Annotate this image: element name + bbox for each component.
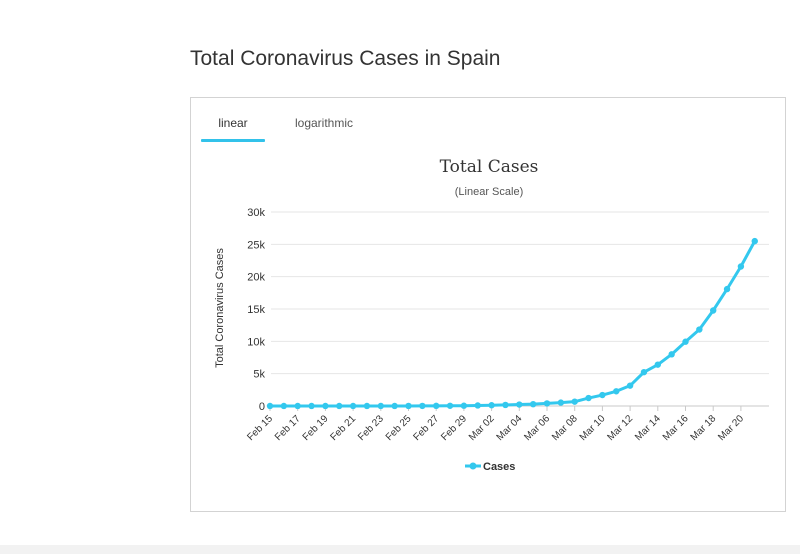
data-point[interactable] [696,326,703,333]
data-point[interactable] [266,402,274,410]
data-point[interactable] [433,402,440,410]
data-point[interactable] [363,402,371,410]
chart-subtitle: (Linear Scale) [455,186,523,198]
y-tick-label: 10k [247,336,265,348]
x-tick-label: Mar 02 [467,413,497,443]
legend-marker-dot [469,462,477,470]
x-tick-label: Feb 21 [328,413,358,443]
y-tick-label: 25k [247,239,265,251]
data-point[interactable] [543,400,551,407]
data-point[interactable] [280,402,288,410]
x-tick-label: Mar 16 [661,413,691,443]
tab-logarithmic-label: logarithmic [294,116,354,130]
y-tick-label: 0 [259,401,265,413]
chart-panel: linear logarithmic Total Cases (Linear S… [190,97,786,512]
data-point[interactable] [710,307,717,314]
data-point[interactable] [446,402,454,409]
data-point[interactable] [294,402,301,410]
tab-linear-label: linear [218,116,248,130]
y-axis-label: Total Coronavirus Cases [214,248,226,368]
x-tick-label: Feb 17 [273,413,303,443]
x-tick-label: Feb 23 [356,413,386,443]
data-point[interactable] [585,394,592,402]
data-point[interactable] [571,398,578,405]
line-chart: Total Cases (Linear Scale) Total Coronav… [214,157,769,473]
grid-lines [271,211,769,407]
footer-band [0,545,800,554]
series-line [268,239,757,408]
x-tick-label: Mar 14 [633,413,663,443]
data-point[interactable] [322,402,329,410]
legend-label: Cases [483,461,515,473]
x-tick-label: Feb 27 [412,413,442,443]
y-tick-label: 5k [253,369,265,381]
y-tick-label: 30k [247,207,265,219]
data-point[interactable] [723,285,731,293]
x-tick-label: Mar 18 [689,413,719,443]
data-point[interactable] [488,402,495,409]
data-point[interactable] [599,391,606,399]
tab-linear[interactable]: linear [201,116,265,142]
data-point[interactable] [626,382,634,389]
x-tick-label: Mar 20 [716,413,746,443]
data-point[interactable] [516,401,523,408]
data-point[interactable] [308,402,315,410]
data-point[interactable] [419,402,426,410]
series-cases [266,237,758,410]
y-tick-label: 20k [247,272,265,284]
data-point[interactable] [391,402,398,410]
data-point[interactable] [336,402,343,410]
x-tick-label: Feb 29 [439,413,469,443]
legend[interactable]: Cases [465,461,515,473]
y-axis-ticks: 0 5k 10k 15k 20k 25k 30k [247,207,265,413]
active-tab-indicator [201,139,265,142]
data-point[interactable] [557,399,565,406]
x-tick-label: Mar 12 [605,413,635,443]
x-tick-label: Mar 04 [495,413,525,443]
chart-title: Total Cases [440,157,539,177]
page-title: Total Coronavirus Cases in Spain [190,47,501,70]
data-point[interactable] [668,351,675,358]
data-point[interactable] [682,338,689,345]
data-point[interactable] [349,402,357,410]
tab-logarithmic[interactable]: logarithmic [279,116,369,142]
x-tick-label: Feb 15 [245,413,275,443]
data-point[interactable] [405,402,412,410]
x-tick-label: Mar 08 [550,413,580,443]
x-tick-label: Mar 10 [578,413,608,443]
data-point[interactable] [613,388,620,395]
y-tick-label: 15k [247,304,265,316]
data-point[interactable] [460,402,468,409]
data-point[interactable] [654,361,661,368]
data-point[interactable] [377,402,384,410]
data-point[interactable] [737,263,745,270]
data-point[interactable] [474,402,481,409]
x-tick-label: Feb 25 [384,413,414,443]
data-point[interactable] [640,368,648,376]
data-point[interactable] [502,401,509,409]
x-tick-label: Mar 06 [522,413,552,443]
data-point[interactable] [529,400,537,408]
data-point[interactable] [751,237,758,245]
x-tick-label: Feb 19 [301,413,331,443]
